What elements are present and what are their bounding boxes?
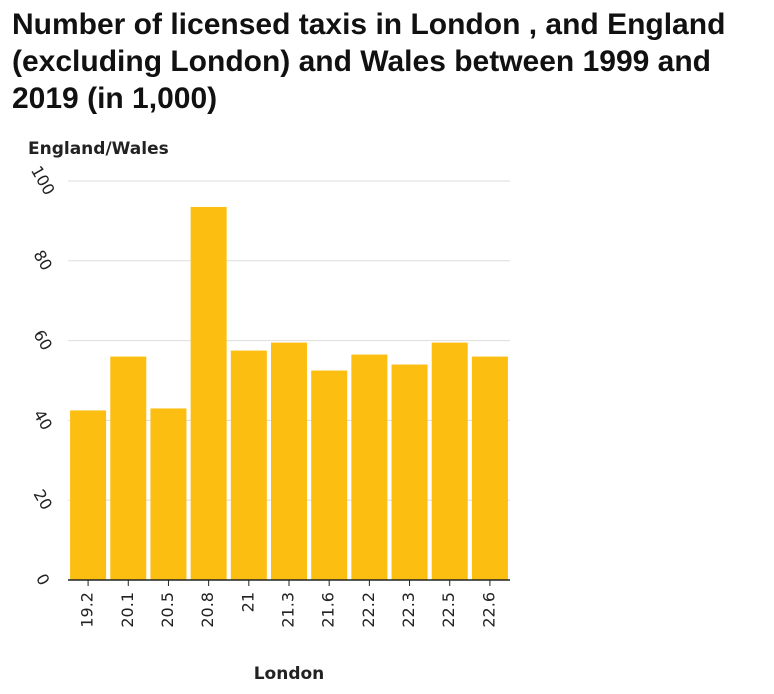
- x-tick-label: 22.6: [479, 592, 498, 628]
- bar: [431, 342, 468, 580]
- bar: [150, 408, 187, 580]
- bar: [471, 356, 508, 580]
- x-tick-label: 21: [238, 592, 257, 612]
- y-tick-label: 100: [27, 163, 59, 199]
- bar: [271, 342, 307, 580]
- x-tick-label: 21.6: [319, 592, 338, 628]
- bar: [230, 350, 267, 580]
- x-tick-label: 20.5: [158, 592, 177, 628]
- bar: [190, 206, 227, 580]
- y-axis-title: England/Wales: [28, 139, 169, 159]
- bar: [311, 370, 348, 580]
- bar: [110, 356, 147, 580]
- x-tick-label: 20.1: [118, 592, 137, 628]
- y-tick-labels: 0 20 40 60 80 100: [27, 163, 59, 589]
- x-tick-label: 22.5: [439, 592, 458, 628]
- y-tick-label: 60: [30, 327, 57, 354]
- bars: [70, 206, 508, 580]
- x-tick-label: 21.3: [279, 592, 298, 628]
- x-tick-labels: 19.2 20.1 20.5 20.8 21 21.3 21.6 22.2 22.3 22.5 22…: [78, 580, 498, 628]
- y-tick-label: 20: [30, 486, 57, 513]
- bar: [351, 354, 388, 580]
- x-tick-label: 22.3: [399, 592, 418, 628]
- chart-title: Number of licensed taxis in London , and…: [12, 8, 726, 115]
- bar: [70, 410, 107, 580]
- y-tick-label: 40: [30, 406, 57, 433]
- y-tick-label: 80: [30, 247, 57, 274]
- y-tick-label: 0: [32, 570, 54, 588]
- bar: [391, 364, 428, 580]
- x-tick-label: 19.2: [78, 592, 97, 628]
- x-tick-label: 20.8: [198, 592, 217, 628]
- x-axis-title: London: [254, 664, 325, 684]
- x-tick-label: 22.2: [359, 592, 378, 628]
